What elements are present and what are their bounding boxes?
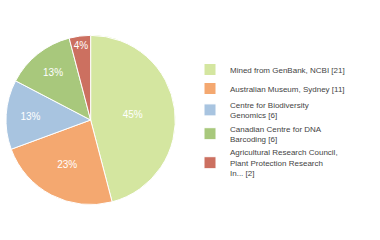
svg-text:Centre for BiodiversityGenomic: Centre for BiodiversityGenomics [6]: [230, 101, 309, 120]
svg-text:4%: 4%: [74, 40, 89, 51]
svg-text:Australian Museum, Sydney [11]: Australian Museum, Sydney [11]: [230, 85, 345, 94]
svg-text:13%: 13%: [43, 67, 63, 78]
svg-text:45%: 45%: [123, 109, 143, 120]
svg-text:23%: 23%: [57, 159, 77, 170]
svg-text:13%: 13%: [20, 111, 40, 122]
svg-text:Canadian Centre for DNABarcodi: Canadian Centre for DNABarcoding [6]: [230, 125, 322, 144]
svg-text:Agricultural Research Council,: Agricultural Research Council,Plant Prot…: [230, 148, 338, 178]
svg-text:Mined from GenBank, NCBI [21]: Mined from GenBank, NCBI [21]: [230, 66, 345, 75]
